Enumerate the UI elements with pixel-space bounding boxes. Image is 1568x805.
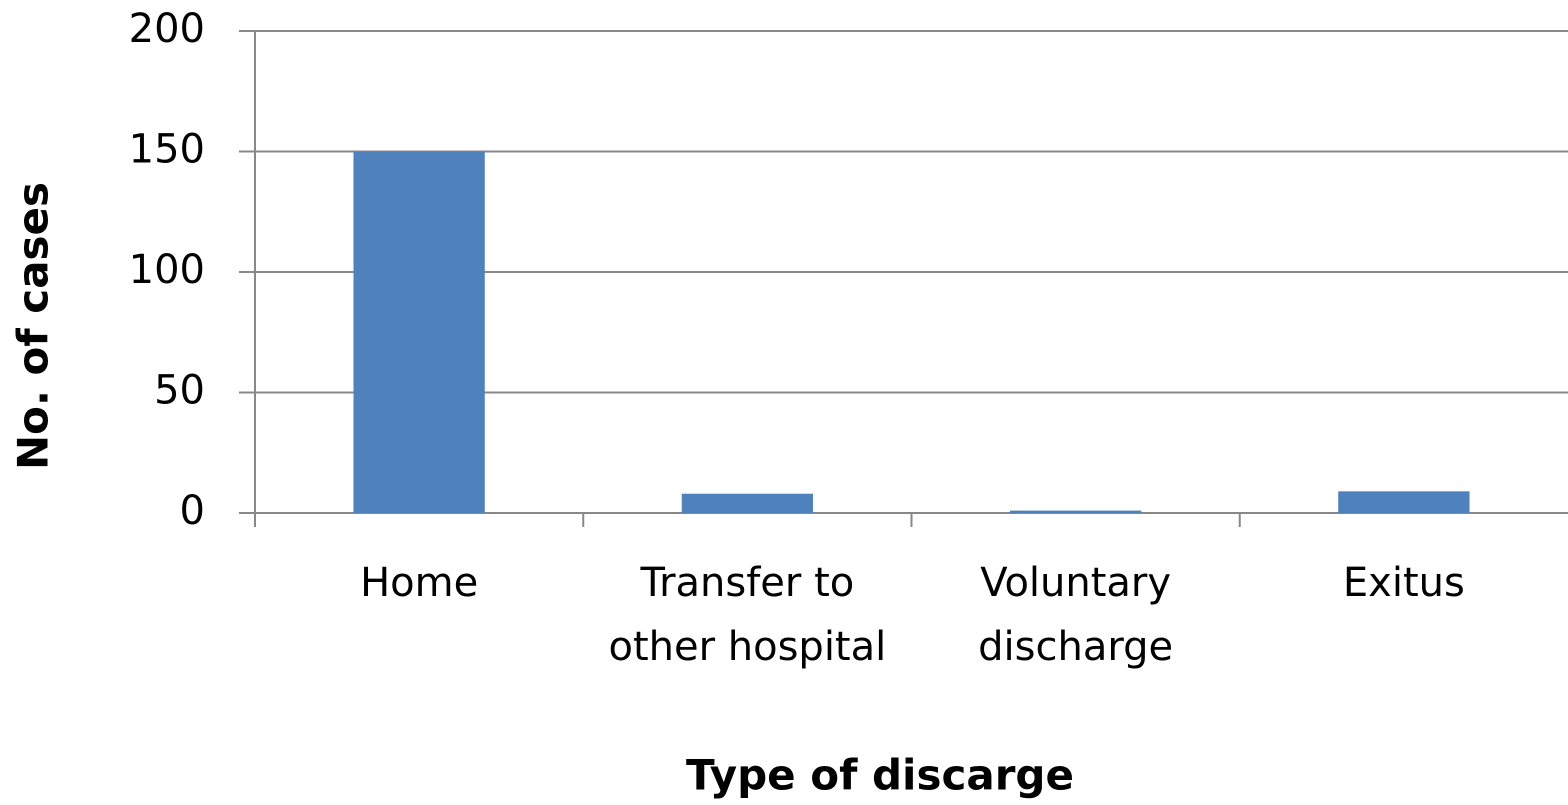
- y-tick-label: 200: [129, 6, 205, 52]
- x-tick-label: Transfer to other hospital: [608, 560, 887, 670]
- bar: [1009, 510, 1142, 513]
- y-tick-label: 50: [154, 368, 205, 414]
- bar: [1338, 491, 1470, 513]
- bar: [681, 493, 814, 513]
- y-tick-label: 0: [180, 488, 205, 534]
- x-axis-label: Type of discarge: [686, 751, 1074, 800]
- y-tick-label: 100: [129, 247, 205, 293]
- x-tick-label: Exitus: [1342, 560, 1465, 606]
- y-tick-label: 150: [129, 127, 205, 173]
- y-axis-label: No. of cases: [9, 182, 58, 470]
- x-tick-label: Home: [360, 560, 479, 606]
- x-tick-label: Voluntary discharge: [978, 560, 1174, 670]
- bar: [353, 151, 485, 513]
